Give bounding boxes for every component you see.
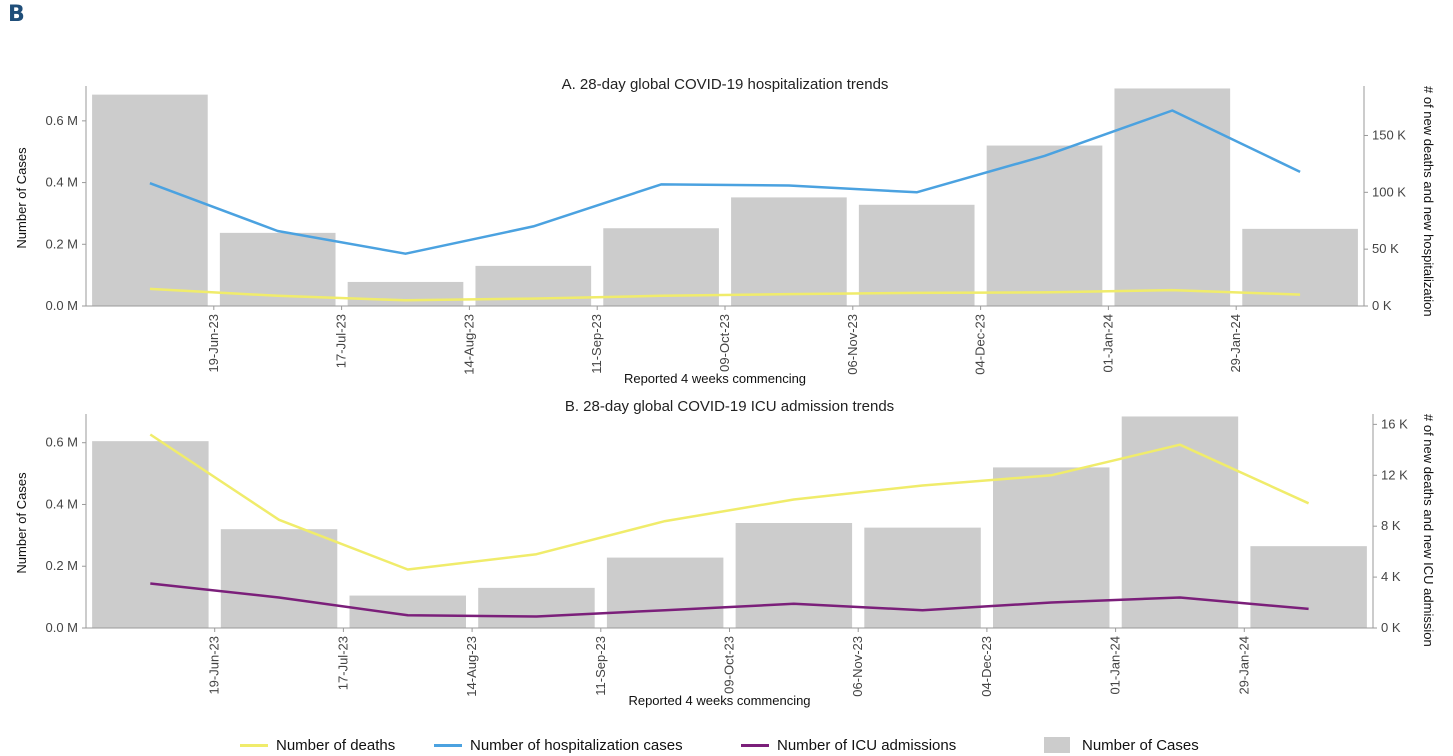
bar-cases [349, 595, 466, 628]
legend-label: Number of hospitalization cases [470, 736, 683, 754]
y-tick-label: 0.0 M [45, 620, 78, 635]
legend-item: Number of deaths [240, 734, 395, 756]
bar-cases [92, 441, 209, 628]
figure-canvas: A. 28-day global COVID-19 hospitalizatio… [14, 76, 1436, 708]
x-tick-label: 01-Jan-24 [1100, 314, 1115, 373]
y2-tick-label: 0 K [1372, 298, 1392, 313]
series-line-icu [150, 582, 1309, 618]
y2-axis-label: # of new deaths and new ICU admission [1421, 414, 1436, 647]
x-tick-label: 17-Jul-23 [334, 314, 349, 368]
x-tick-label: 06-Nov-23 [850, 636, 865, 697]
bar-cases [735, 523, 853, 628]
y-tick-label: 0.6 M [45, 435, 78, 450]
y-tick-label: 0.0 M [45, 298, 78, 313]
chart-title: A. 28-day global COVID-19 hospitalizatio… [562, 76, 889, 93]
legend-swatch [434, 743, 462, 747]
legend-swatch [741, 743, 769, 747]
y-tick-label: 0.4 M [45, 175, 78, 190]
bar-cases [731, 197, 847, 306]
y-tick-label: 0.2 M [45, 558, 78, 573]
x-tick-label: 09-Oct-23 [717, 314, 732, 372]
bar-cases [1114, 88, 1231, 306]
x-axis-label: Reported 4 weeks commencing [628, 693, 810, 708]
chart-title: B. 28-day global COVID-19 ICU admission … [565, 398, 894, 415]
x-tick-label: 01-Jan-24 [1108, 636, 1123, 695]
y-tick-label: 0.6 M [45, 113, 78, 128]
y2-tick-label: 0 K [1381, 620, 1401, 635]
series-line-hospitalization [149, 109, 1301, 255]
legend-label: Number of Cases [1082, 736, 1199, 754]
y2-tick-label: 4 K [1381, 569, 1401, 584]
x-tick-label: 19-Jun-23 [207, 636, 222, 695]
y2-axis-label: # of new deaths and new hospitalization [1421, 86, 1436, 317]
legend-label: Number of deaths [276, 736, 396, 754]
y-axis-label: Number of Cases [14, 147, 29, 249]
y-axis-label: Number of Cases [14, 472, 29, 574]
bar-cases [478, 587, 595, 628]
bar-cases [603, 228, 719, 306]
x-tick-label: 11-Sep-23 [593, 636, 608, 696]
y-tick-label: 0.2 M [45, 236, 78, 251]
x-tick-label: 04-Dec-23 [979, 636, 994, 697]
y2-tick-label: 12 K [1381, 467, 1408, 482]
legend-item: Number of ICU admissions [741, 734, 956, 756]
x-tick-label: 14-Aug-23 [464, 636, 479, 697]
bar-cases [864, 527, 981, 628]
legend-label: Number of ICU admissions [777, 736, 957, 754]
series-line-deaths [149, 287, 1301, 302]
y2-tick-label: 16 K [1381, 416, 1408, 431]
y-tick-label: 0.4 M [45, 496, 78, 511]
x-tick-label: 14-Aug-23 [461, 314, 476, 375]
x-tick-label: 11-Sep-23 [589, 314, 604, 374]
legend-item: Number of hospitalization cases [434, 734, 683, 756]
x-tick-label: 17-Jul-23 [335, 636, 350, 690]
y2-tick-label: 150 K [1372, 127, 1406, 142]
figure-label: B [8, 2, 25, 27]
bar-cases [986, 145, 1103, 306]
y2-tick-label: 50 K [1372, 241, 1399, 256]
x-tick-label: 06-Nov-23 [845, 314, 860, 375]
x-tick-label: 04-Dec-23 [973, 314, 988, 375]
bar-cases [1121, 416, 1239, 628]
legend-swatch [240, 743, 268, 747]
legend-item: Number of Cases [1044, 734, 1199, 756]
x-tick-label: 29-Jan-24 [1228, 314, 1243, 373]
x-axis-label: Reported 4 weeks commencing [624, 371, 806, 386]
bar-cases [220, 529, 338, 628]
legend: Number of deaths Number of hospitalizatio… [0, 734, 1453, 756]
series-line-deaths [149, 433, 1310, 571]
bar-cases [606, 557, 724, 628]
bar-cases [1250, 546, 1367, 628]
bar-cases [858, 204, 975, 306]
y2-tick-label: 100 K [1372, 184, 1406, 199]
x-tick-label: 19-Jun-23 [206, 314, 221, 373]
bar-cases [347, 281, 464, 306]
y2-tick-label: 8 K [1381, 518, 1401, 533]
legend-swatch [1044, 737, 1070, 753]
x-tick-label: 29-Jan-24 [1236, 636, 1251, 695]
x-tick-label: 09-Oct-23 [722, 636, 737, 694]
bar-cases [92, 94, 208, 306]
